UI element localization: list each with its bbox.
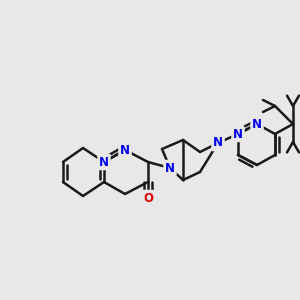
- Text: O: O: [143, 191, 153, 205]
- Text: N: N: [120, 143, 130, 157]
- Text: N: N: [213, 136, 223, 149]
- Text: N: N: [99, 155, 109, 169]
- Text: N: N: [233, 128, 243, 140]
- Text: N: N: [252, 118, 262, 130]
- Text: N: N: [165, 161, 175, 175]
